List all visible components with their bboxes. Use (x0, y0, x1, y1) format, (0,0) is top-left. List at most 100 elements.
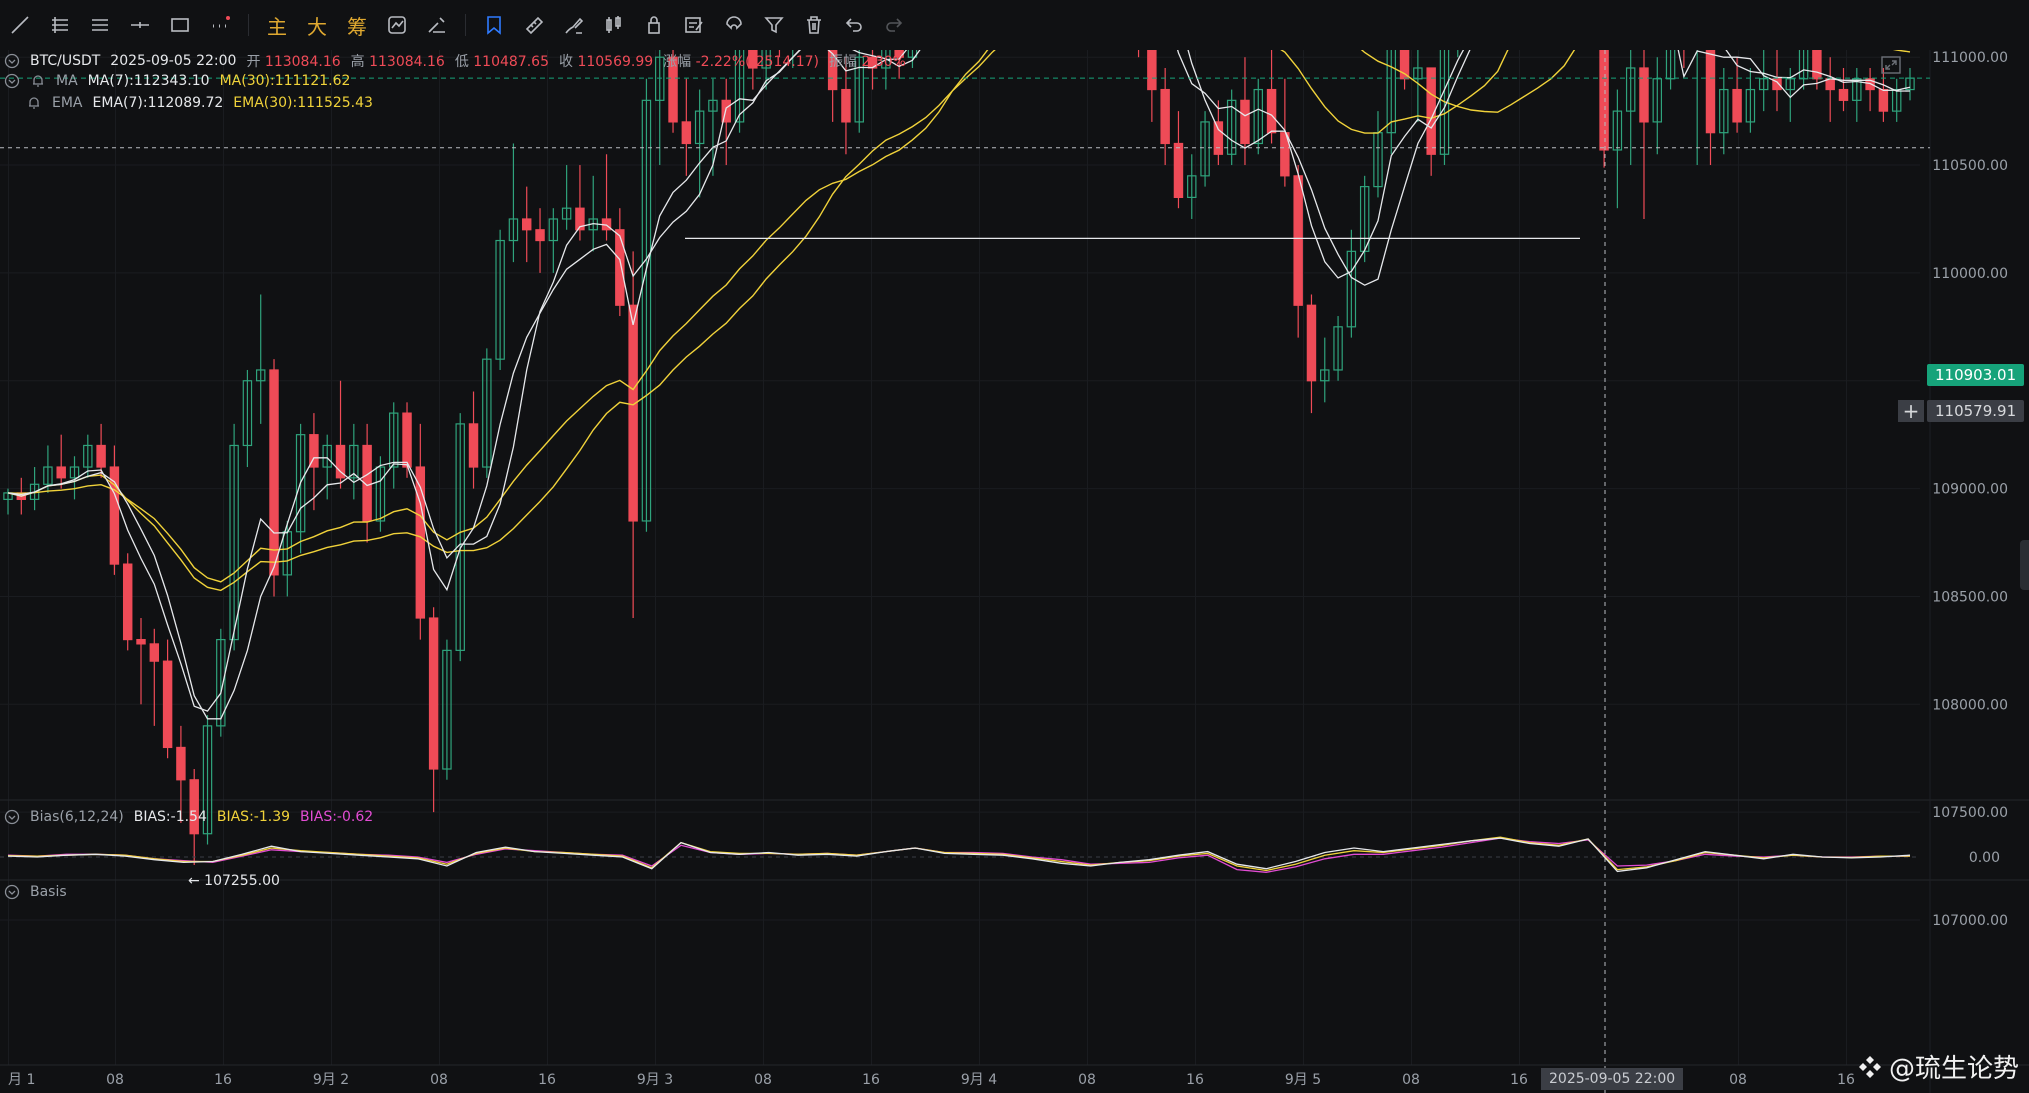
collapse-chevron-icon[interactable] (4, 809, 20, 825)
amplitude-value: 2.30% (861, 54, 906, 70)
brush-tool-icon[interactable] (554, 5, 594, 45)
collapse-chevron-icon[interactable] (4, 73, 20, 89)
redo-icon[interactable] (874, 5, 914, 45)
high-label: 高 (350, 54, 365, 70)
indicator-settings-icon[interactable] (377, 5, 417, 45)
ruler-tool-icon[interactable] (514, 5, 554, 45)
collapse-chevron-icon[interactable] (4, 884, 20, 900)
candle-body (495, 239, 505, 360)
candle-body (575, 207, 585, 231)
candle-body (1639, 67, 1649, 123)
multi-line-tool-icon[interactable] (40, 5, 80, 45)
y-tick-label: 109000.00 (1932, 482, 2008, 498)
candle-body (761, 50, 771, 69)
candle-body (1333, 326, 1343, 371)
x-tick-label: 16 (538, 1072, 556, 1088)
candle-body (1200, 121, 1210, 177)
draw-settings-icon[interactable] (417, 5, 457, 45)
candle-body (907, 50, 918, 58)
candle-body (655, 56, 665, 101)
candle-body (162, 660, 173, 749)
note-tool-icon[interactable] (674, 5, 714, 45)
watermark-text: @琉生论势 (1888, 1054, 2019, 1084)
more-tools-icon[interactable] (200, 5, 240, 45)
x-tick-label: 9月 5 (1285, 1072, 1321, 1088)
main-indicator-button[interactable]: 主 (267, 14, 287, 39)
candle-body (189, 779, 199, 835)
bookmark-tool-icon[interactable] (474, 5, 514, 45)
chip-distribution-button[interactable]: 筹 (347, 14, 367, 39)
magnet-tool-icon[interactable] (714, 5, 754, 45)
toolbar-divider (248, 14, 249, 36)
x-tick-label: 08 (1402, 1072, 1420, 1088)
x-tick-label: 08 (430, 1072, 448, 1088)
candle-style-icon[interactable] (594, 5, 634, 45)
candle-body (535, 229, 545, 242)
change-value: -2.22%(-2514.17) (695, 54, 820, 70)
candle-body (561, 207, 572, 220)
candle-body (1772, 78, 1782, 91)
watermark: @琉生论势 (1857, 1048, 2019, 1085)
candle-body (681, 121, 692, 145)
candle-body (1399, 50, 1410, 80)
price-chart[interactable]: 月 1 08 16 9月 2 08 16 9月 3 08 16 9月 4 08 16 9月 5 08 16 0… (0, 50, 2029, 1093)
candle-body (1812, 50, 1822, 80)
candle-body (349, 444, 359, 479)
delete-drawings-icon[interactable] (794, 5, 834, 45)
candle-body (1226, 99, 1237, 155)
big-order-button[interactable]: 大 (307, 14, 327, 39)
candle-body (1266, 88, 1277, 134)
candle-body (1253, 88, 1263, 145)
filter-icon[interactable] (754, 5, 794, 45)
ema-indicator-name: EMA (52, 95, 83, 111)
y-tick-label: 110500.00 (1932, 158, 2008, 174)
candle-body (402, 412, 412, 468)
x-tick-label: 9月 4 (961, 1072, 997, 1088)
candle-body (1173, 142, 1184, 199)
alert-bell-icon[interactable] (30, 73, 46, 89)
candle-body (468, 423, 479, 468)
y-tick-label: 110000.00 (1932, 266, 2008, 282)
candle-body (1240, 99, 1250, 145)
x-tick-label: 08 (1078, 1072, 1096, 1088)
candle-body (1665, 50, 1676, 80)
undo-icon[interactable] (834, 5, 874, 45)
low-price-marker: ← 107255.00 (188, 873, 280, 889)
candle-body (455, 423, 465, 651)
add-alert-plus-icon[interactable]: + (1898, 400, 1924, 422)
high-value: 113084.16 (369, 54, 445, 70)
trend-line-tool-icon[interactable] (0, 5, 40, 45)
alert-bell-icon[interactable] (26, 95, 42, 111)
basis-legend: Basis (4, 884, 67, 900)
candle-body (615, 229, 625, 306)
ema30-value: EMA(30):111525.43 (233, 95, 373, 111)
x-tick-label: 16 (862, 1072, 880, 1088)
candle-body (136, 638, 146, 645)
lock-drawings-icon[interactable] (634, 5, 674, 45)
ma30-value: MA(30):111121.62 (219, 73, 351, 89)
x-tick-label: 16 (1510, 1072, 1528, 1088)
collapse-chevron-icon[interactable] (4, 53, 20, 69)
x-tick-label: 9月 3 (637, 1072, 673, 1088)
parallel-lines-tool-icon[interactable] (80, 5, 120, 45)
chart-background (0, 50, 2029, 1093)
side-panel-handle[interactable] (2020, 540, 2029, 590)
candle-body (442, 649, 452, 770)
horizontal-line-tool-icon[interactable] (120, 5, 160, 45)
basis-indicator-name: Basis (30, 884, 67, 900)
candle-body (1798, 50, 1809, 80)
candle-body (1732, 88, 1742, 123)
candle-body (522, 218, 532, 231)
bias-indicator-name: Bias(6,12,24) (30, 809, 124, 825)
candle-body (827, 50, 838, 91)
candle-body (388, 412, 399, 468)
candle-body (83, 444, 93, 468)
candle-body (508, 218, 519, 242)
rectangle-tool-icon[interactable] (160, 5, 200, 45)
fullscreen-icon[interactable] (1880, 54, 1902, 80)
candle-body (428, 617, 439, 770)
drawing-toolbar: 主 大 筹 (0, 0, 2029, 51)
candle-body (269, 369, 279, 576)
candle-body (1213, 121, 1224, 155)
candle-body (748, 50, 758, 69)
